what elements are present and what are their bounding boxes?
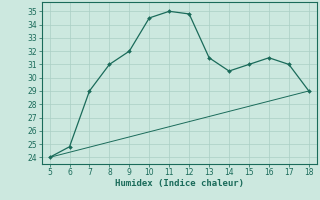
X-axis label: Humidex (Indice chaleur): Humidex (Indice chaleur) [115, 179, 244, 188]
